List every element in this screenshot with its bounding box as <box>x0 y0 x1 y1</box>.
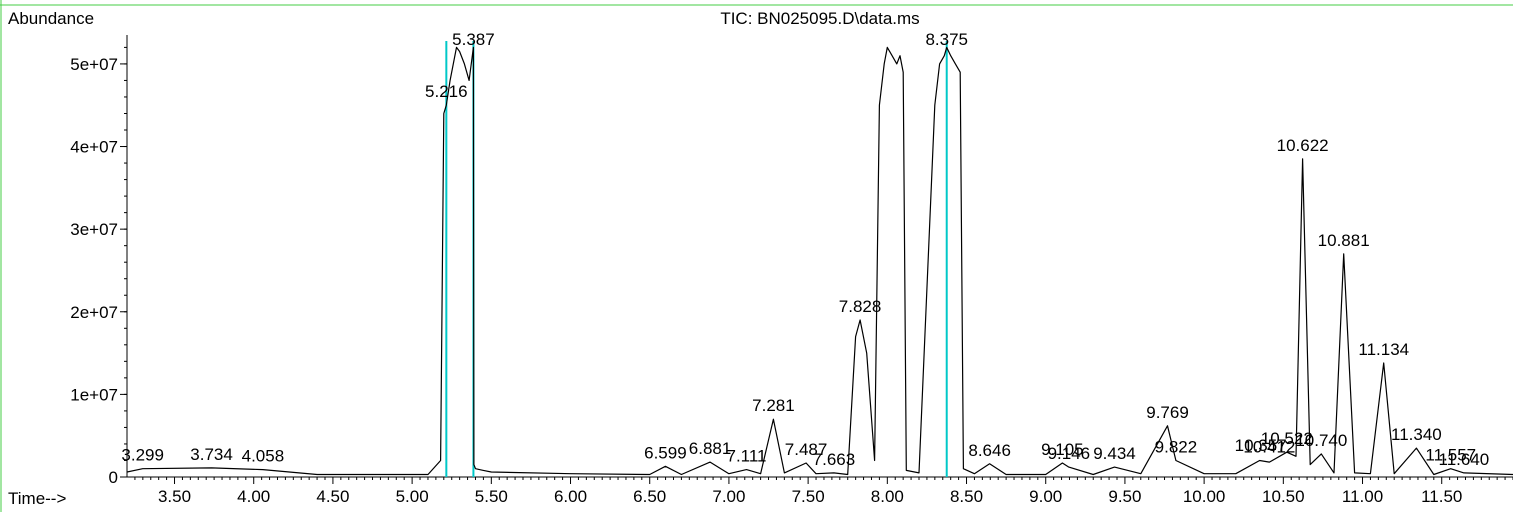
x-tick-label: 7.50 <box>792 487 825 506</box>
axes <box>126 35 1513 478</box>
y-tick-label: 3e+07 <box>70 220 118 239</box>
peak-label: 7.828 <box>839 297 882 316</box>
peak-label: 11.134 <box>1358 340 1409 359</box>
y-tick-label: 4e+07 <box>70 138 118 157</box>
peak-label: 6.599 <box>644 443 687 462</box>
peak-label: 7.487 <box>785 440 828 459</box>
peak-label: 7.281 <box>752 396 795 415</box>
series-group <box>126 46 1513 476</box>
x-tick-label: 6.00 <box>554 487 587 506</box>
peak-label: 10.881 <box>1318 231 1370 250</box>
x-tick-label: 3.50 <box>158 487 191 506</box>
x-tick-label: 9.00 <box>1029 487 1062 506</box>
x-tick-label: 9.50 <box>1108 487 1141 506</box>
y-axis-label: Abundance <box>8 9 94 28</box>
peak-label: 11.340 <box>1391 425 1442 444</box>
peak-label: 9.146 <box>1048 444 1091 463</box>
x-tick-label: 10.00 <box>1183 487 1226 506</box>
x-tick-label: 5.00 <box>396 487 429 506</box>
y-tick-label: 5e+07 <box>70 55 118 74</box>
y-tick-label: 2e+07 <box>70 303 118 322</box>
y-ticks: 0 1e+07 2e+07 3e+07 4e+07 5e+07 <box>70 46 127 487</box>
x-ticks: 3.50 4.00 4.50 5.00 5.50 6.00 6.50 7.00 7.50 8.00… <box>134 477 1513 506</box>
peak-label: 4.058 <box>242 447 285 466</box>
peak-label: 9.822 <box>1155 437 1198 456</box>
peak-label: 5.387 <box>452 30 495 49</box>
peak-label: 10.522 <box>1261 429 1313 448</box>
x-axis-label: Time--> <box>8 489 66 508</box>
peak-labels: 3.299 3.734 4.058 5.216 5.387 6.599 6.8817.111… <box>121 30 1489 469</box>
peak-label: 10.622 <box>1277 136 1329 155</box>
x-tick-label: 8.50 <box>950 487 983 506</box>
peak-label: 9.105 <box>1041 440 1084 459</box>
x-tick-label: 7.00 <box>712 487 745 506</box>
y-tick-label: 0 <box>109 468 118 487</box>
peak-label: 3.299 <box>121 446 164 465</box>
x-tick-label: 6.50 <box>633 487 666 506</box>
x-tick-label: 11.50 <box>1421 487 1462 506</box>
chart-title: TIC: BN025095.D\data.ms <box>720 9 919 28</box>
peak-label: 5.216 <box>425 82 468 101</box>
peak-label: 3.734 <box>190 445 233 464</box>
x-tick-label: 4.00 <box>237 487 270 506</box>
y-tick-label: 1e+07 <box>70 385 118 404</box>
x-tick-label: 4.50 <box>316 487 349 506</box>
x-tick-label: 11.00 <box>1342 487 1383 506</box>
peak-label: 10.357 <box>1235 436 1287 455</box>
peak-label: 11.640 <box>1439 450 1490 469</box>
x-tick-label: 10.50 <box>1262 487 1305 506</box>
x-tick-label: 5.50 <box>475 487 508 506</box>
x-tick-label: 8.00 <box>871 487 904 506</box>
peak-label: 7.111 <box>726 447 766 466</box>
peak-label: 10.740 <box>1295 431 1347 450</box>
peak-label: 8.375 <box>925 30 968 49</box>
tic-series-line <box>126 46 1513 476</box>
peak-label: 7.663 <box>813 450 856 469</box>
peak-label: 9.769 <box>1146 403 1189 422</box>
peak-label: 9.434 <box>1093 444 1136 463</box>
peak-label: 6.881 <box>689 439 732 458</box>
peak-markers <box>445 41 948 477</box>
peak-label: 11.557 <box>1425 446 1476 465</box>
peak-label: 8.646 <box>968 441 1011 460</box>
peak-label: 10.412 <box>1243 437 1295 456</box>
